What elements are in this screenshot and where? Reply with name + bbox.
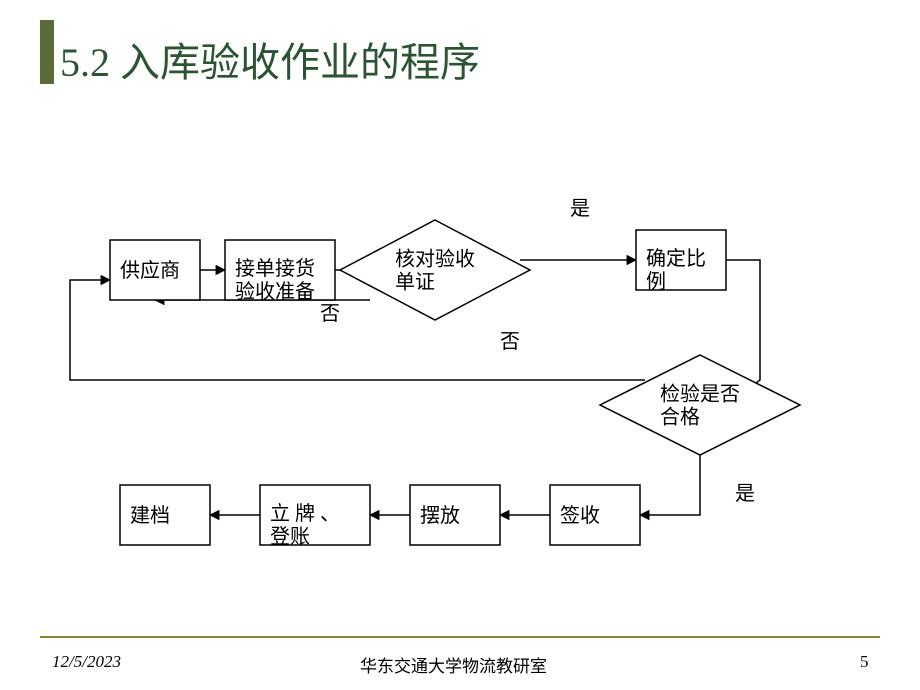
node-sign-label-0: 签收 — [560, 504, 600, 527]
node-inspect-label-1: 合格 — [660, 406, 700, 429]
node-inspect-label-0: 检验是否 — [660, 383, 740, 406]
edge-label-verify-supplier: 否 — [320, 303, 340, 325]
node-ratio-label-1: 例 — [646, 270, 666, 293]
node-supplier-label-0: 供应商 — [120, 259, 180, 282]
flowchart-canvas: 供应商 接单接货验收准备 核对验收单证 确定比例检验是否合格签收 摆放 立 牌 、登账 建档… — [0, 0, 920, 690]
node-place-label-0: 摆放 — [420, 504, 460, 527]
node-prepare-label-1: 验收准备 — [235, 280, 315, 303]
node-record-label-0: 立 牌 、 — [270, 502, 340, 525]
node-prepare-label-0: 接单接货 — [235, 257, 315, 280]
node-ratio-label-0: 确定比 — [646, 247, 706, 270]
node-verify-label-0: 核对验收 — [395, 248, 475, 271]
edge-inspect-sign — [640, 455, 700, 515]
edge-label-verify-ratio: 是 — [570, 198, 590, 220]
node-record-label-1: 登账 — [270, 525, 310, 548]
edge-label-inspect-supplier: 否 — [500, 331, 520, 353]
edge-label-inspect-sign: 是 — [735, 483, 755, 505]
node-archive-label-0: 建档 — [130, 504, 170, 527]
node-verify-label-1: 单证 — [395, 271, 435, 294]
